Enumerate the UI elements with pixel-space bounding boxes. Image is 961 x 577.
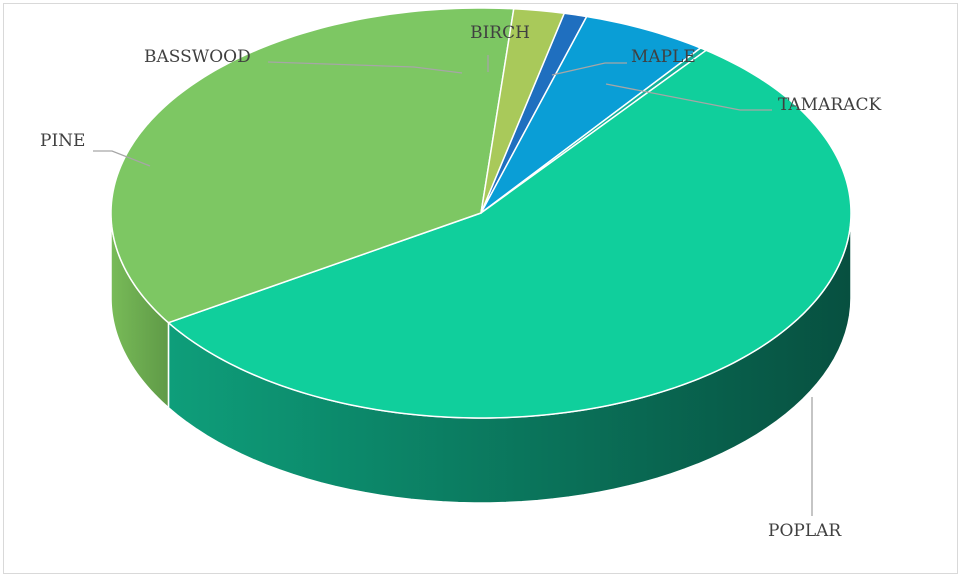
pie-slice-pine	[110, 7, 515, 324]
pie-slice-basswood	[480, 8, 565, 214]
leader-line-tamarack	[605, 83, 772, 111]
data-label-birch: BIRCH	[470, 23, 530, 43]
leader-line-basswood	[267, 61, 463, 74]
data-label-tamarack: TAMARACK	[778, 95, 881, 115]
data-label-maple: MAPLE	[631, 47, 696, 67]
leader-line-maple	[551, 62, 627, 76]
pie-slice-poplar	[167, 49, 852, 419]
data-label-poplar: POPLAR	[768, 521, 842, 541]
data-label-basswood: BASSWOOD	[144, 47, 251, 67]
leader-line-pine	[93, 150, 151, 167]
pie-slice-maple	[480, 15, 702, 214]
data-label-pine: PINE	[40, 131, 85, 151]
